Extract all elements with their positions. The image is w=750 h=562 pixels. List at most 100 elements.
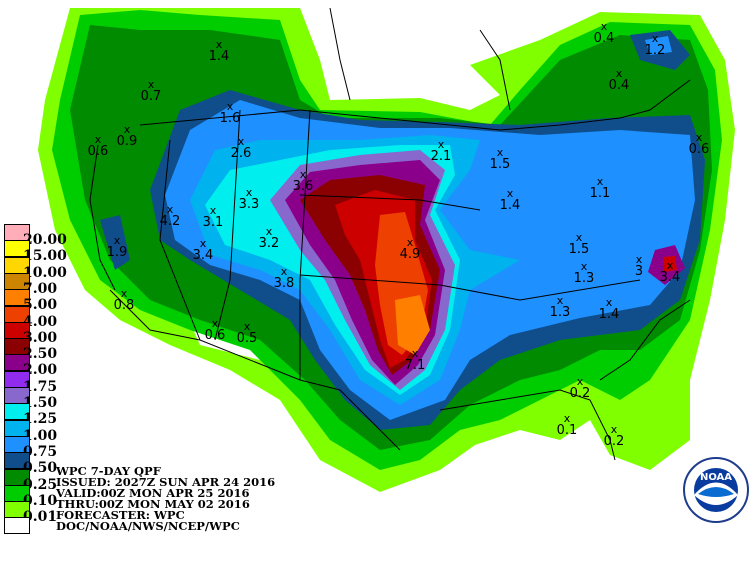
valid-time: VALID:00Z MON APR 25 2016 [56, 486, 250, 500]
precip-max-marker: x 0.8 [113, 287, 135, 313]
precip-max-marker: x 1.9 [106, 234, 128, 260]
x-marker-icon: x [556, 294, 564, 307]
x-marker-icon: x [575, 231, 583, 244]
precip-max-value: 1.2 [644, 43, 666, 58]
legend-swatch [4, 517, 30, 535]
x-marker-icon: x [245, 186, 253, 199]
precip-max-value: 3.6 [292, 179, 314, 194]
legend-label: 0.25 [23, 476, 58, 493]
contour-0.75 [645, 36, 672, 55]
west-coast [89, 144, 116, 291]
x-marker-icon: x [243, 320, 251, 333]
precip-max-value: 0.8 [113, 298, 135, 313]
product-title: WPC 7-DAY QPF [56, 464, 161, 478]
x-marker-icon: x [211, 317, 219, 330]
precip-max-marker: x 3.2 [259, 225, 280, 251]
x-marker-icon: x [113, 234, 121, 247]
x-marker-icon: x [280, 265, 288, 278]
precip-max-marker: x 1.1 [589, 176, 611, 201]
precip-max-marker: x 3.4 [193, 238, 214, 263]
precip-max-value: 3.4 [659, 270, 681, 285]
precip-max-marker: x 3.6 [292, 169, 314, 194]
forecaster: FORECASTER: WPC [56, 508, 185, 522]
east-coast [599, 299, 691, 381]
x-marker-icon: x [615, 67, 623, 80]
x-marker-icon: x [605, 296, 613, 309]
precip-max-marker: x 0.2 [569, 376, 591, 401]
x-marker-icon: x [237, 135, 245, 148]
precip-max-value: 0.4 [593, 31, 615, 46]
precip-max-value: 7.1 [404, 358, 426, 373]
precip-max-value: 1.3 [573, 271, 595, 286]
precip-max-value: 1.9 [106, 245, 128, 260]
x-marker-icon: x [120, 287, 128, 300]
province-line [479, 29, 511, 111]
legend-label: 7.00 [23, 280, 58, 297]
state-line [299, 274, 641, 301]
state-line [299, 194, 481, 211]
precip-max-value: 1.6 [219, 111, 241, 126]
precip-max-value: 3.8 [273, 276, 295, 291]
contour-3.00 [663, 256, 677, 272]
x-marker-icon: x [406, 236, 414, 249]
contour-0.50 [100, 215, 130, 270]
precip-max-value: 0.2 [569, 386, 591, 401]
political-boundaries [89, 7, 691, 461]
legend-label: 1.25 [23, 411, 58, 428]
precip-max-marker: x 3.8 [273, 265, 295, 291]
legend-label: 3.00 [23, 329, 58, 346]
legend-label: 5.00 [23, 297, 58, 314]
legend-label: 4.00 [23, 313, 58, 330]
precip-max-value: 1.1 [589, 186, 611, 201]
us-canada-border [139, 79, 691, 131]
x-marker-icon: x [635, 253, 643, 266]
precip-max-marker: x 1.6 [219, 101, 241, 126]
x-marker-icon: x [411, 347, 419, 360]
x-marker-icon: x [563, 412, 571, 425]
issued-time: ISSUED: 2027Z SUN APR 24 2016 [56, 475, 276, 489]
legend-label: 1.75 [23, 378, 58, 395]
precip-max-value: 0.7 [140, 89, 162, 104]
precip-max-marker: x 1.5 [569, 231, 590, 257]
precip-max-value: 1.4 [499, 198, 521, 213]
precip-max-value: 0.6 [87, 144, 109, 159]
precip-max-value: 0.4 [608, 78, 630, 93]
legend-label: 0.75 [23, 443, 58, 460]
precip-max-value: 3.1 [202, 215, 224, 230]
x-marker-icon: x [437, 138, 445, 151]
precip-max-marker: x 0.4 [593, 21, 615, 46]
x-marker-icon: x [94, 133, 102, 146]
x-marker-icon: x [506, 187, 514, 200]
legend-label: 0.50 [23, 460, 58, 477]
source: DOC/NOAA/NWS/NCEP/WPC [56, 519, 240, 533]
x-marker-icon: x [580, 260, 588, 273]
precip-max-marker: x 1.4 [209, 38, 230, 64]
precip-max-marker: x 4.9 [400, 236, 421, 262]
precip-max-marker: x 1.4 [499, 187, 521, 213]
precip-max-value: 0.6 [688, 142, 710, 157]
precip-max-value: 1.3 [549, 305, 571, 320]
state-line [159, 139, 201, 341]
x-marker-icon: x [147, 78, 155, 91]
legend-label: 0.10 [23, 492, 58, 509]
precip-max-value: 2.6 [230, 146, 252, 161]
precip-max-marker: x 4.2 [160, 204, 181, 229]
province-line [329, 7, 351, 101]
precip-max-value: 1.5 [489, 157, 511, 172]
precip-max-marker: x 0.6 [688, 132, 710, 157]
precip-max-value: 0.2 [603, 434, 625, 449]
legend-label: 2.50 [23, 346, 58, 363]
x-marker-icon: x [265, 225, 273, 238]
product-info: WPC 7-DAY QPF ISSUED: 2027Z SUN APR 24 2… [56, 464, 276, 533]
precip-max-marker: x 2.6 [230, 135, 252, 161]
precip-max-value: 2.1 [430, 149, 452, 164]
x-marker-icon: x [209, 204, 217, 217]
precip-max-value: 3.3 [238, 197, 260, 212]
x-marker-icon: x [610, 423, 618, 436]
state-line [214, 109, 241, 341]
x-marker-icon: x [215, 38, 223, 51]
precip-max-marker: x 3.1 [202, 204, 224, 230]
